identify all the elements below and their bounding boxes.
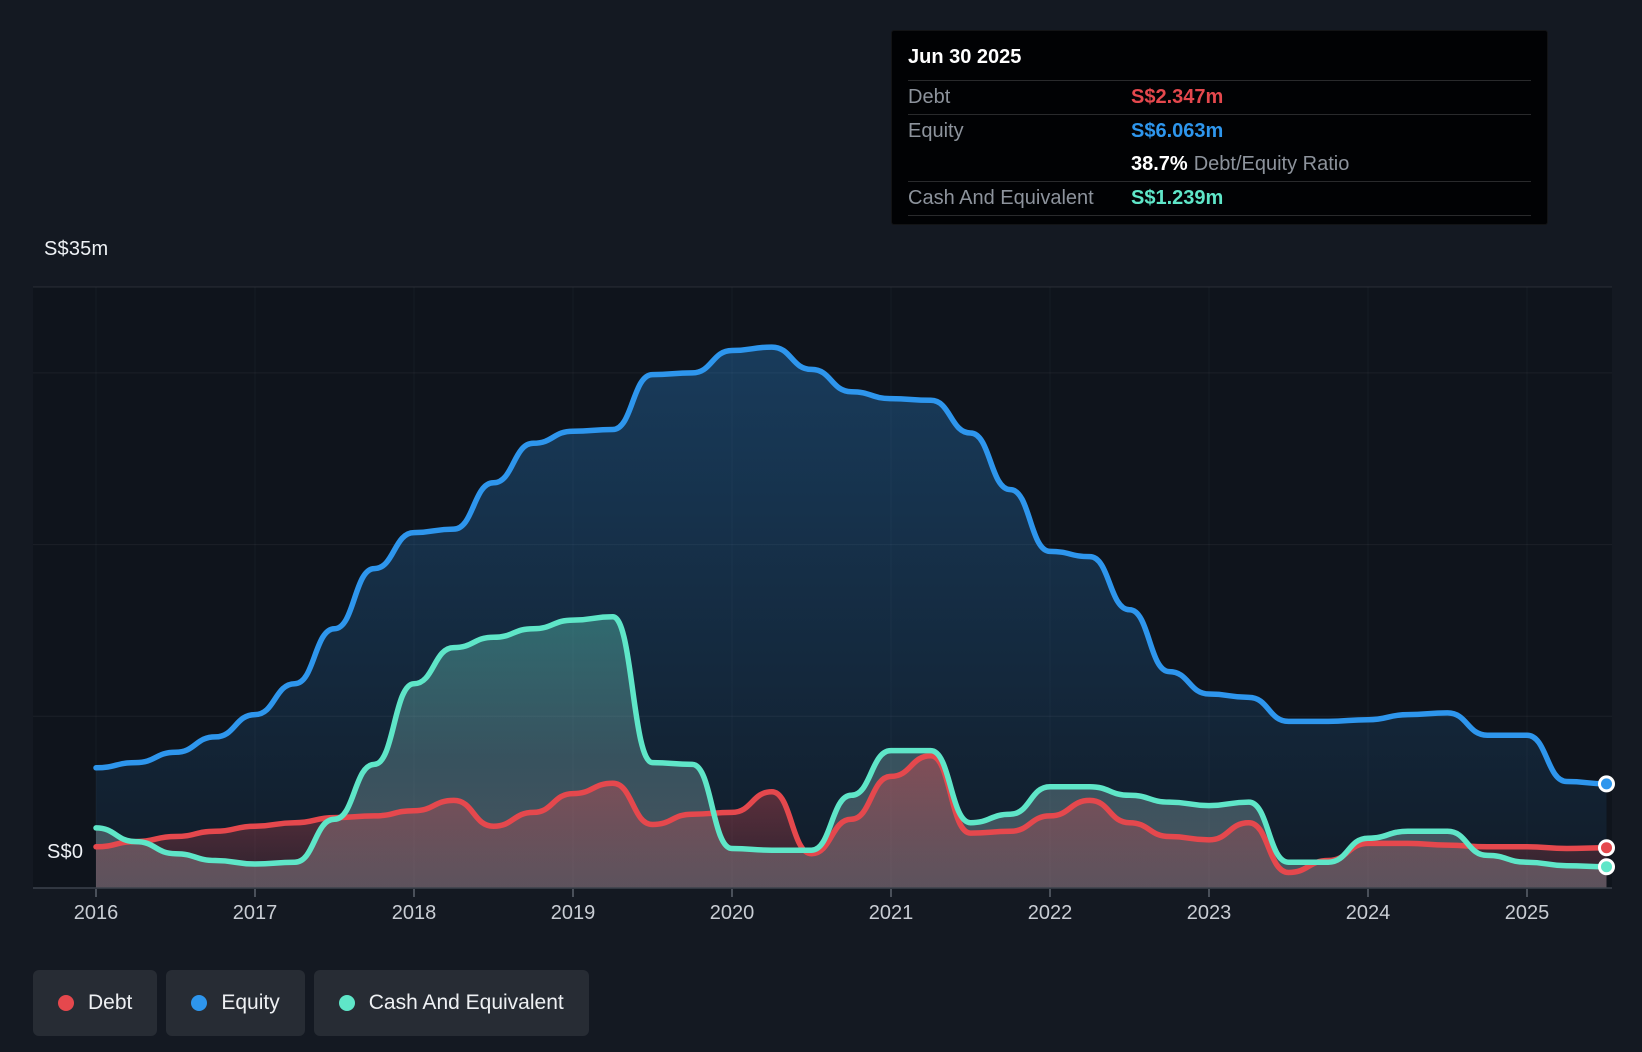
legend-dot-icon (191, 995, 208, 1011)
legend-item-debt[interactable]: Debt (33, 970, 158, 1036)
x-axis-label-2021: 2021 (868, 902, 914, 924)
x-axis-label-2020: 2020 (709, 902, 755, 924)
x-axis-label-2019: 2019 (550, 902, 596, 924)
tooltip-cash-label: Cash And Equivalent (908, 187, 1094, 209)
tooltip-debt-value: S$2.347m (1131, 86, 1224, 108)
x-axis-label-2018: 2018 (391, 902, 437, 924)
y-axis-zero-label: S$0 (47, 841, 84, 863)
equity-end-marker (1598, 775, 1615, 793)
chart-legend: Debt Equity Cash And Equivalent (33, 970, 589, 1036)
x-axis-label-2024: 2024 (1345, 902, 1391, 924)
x-axis-label-2016: 2016 (73, 902, 119, 924)
legend-dot-icon (58, 995, 74, 1011)
tooltip-row-equity: Equity S$6.063m (908, 114, 1531, 148)
x-axis-label-2023: 2023 (1186, 902, 1232, 924)
cash-and-equivalent-line (93, 613, 1610, 870)
legend-item-cash-and-equivalent[interactable]: Cash And Equivalent (313, 970, 589, 1036)
legend-item-label: Debt (88, 991, 133, 1014)
legend-item-label: Equity (221, 991, 280, 1014)
tooltip-equity-label: Equity (908, 120, 964, 142)
chart-tooltip: Jun 30 2025 Debt S$2.347m Equity S$6.063… (891, 30, 1548, 225)
x-axis-label-2022: 2022 (1027, 902, 1073, 924)
tooltip-row-ratio: 38.7% Debt/Equity Ratio (908, 148, 1531, 181)
x-axis-label-2017: 2017 (232, 902, 278, 924)
x-axis-label-2025: 2025 (1504, 902, 1550, 924)
legend-item-equity[interactable]: Equity (166, 970, 305, 1036)
tooltip-date: Jun 30 2025 (908, 46, 1022, 68)
tooltip-debt-label: Debt (908, 86, 951, 108)
tooltip-equity-value: S$6.063m (1131, 120, 1224, 142)
legend-dot-icon (338, 995, 355, 1011)
tooltip-row-debt: Debt S$2.347m (908, 80, 1531, 114)
tooltip-bottom-divider (908, 215, 1531, 216)
cash-and-equivalent-end-marker (1598, 858, 1615, 876)
tooltip-ratio: 38.7% Debt/Equity Ratio (1131, 148, 1349, 181)
legend-item-label: Cash And Equivalent (368, 991, 564, 1014)
equity-line (93, 344, 1610, 787)
tooltip-row-cash: Cash And Equivalent S$1.239m (908, 181, 1531, 215)
tooltip-ratio-value: 38.7% (1131, 153, 1188, 175)
y-axis-max-label: S$35m (44, 238, 109, 260)
tooltip-ratio-label: Debt/Equity Ratio (1193, 153, 1350, 175)
tooltip-cash-value: S$1.239m (1131, 187, 1224, 209)
debt-end-marker (1598, 839, 1615, 857)
